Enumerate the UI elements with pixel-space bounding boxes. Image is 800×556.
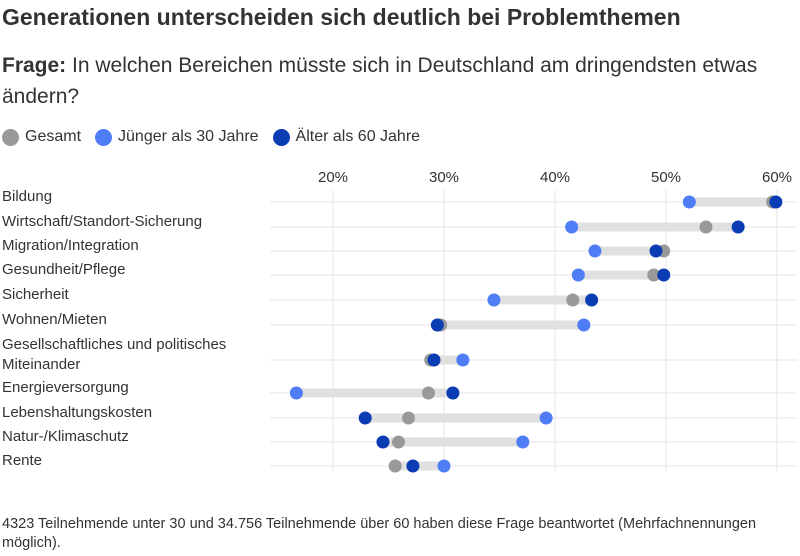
dot-young (577, 318, 591, 332)
category-label: Rente (2, 452, 42, 469)
dot-young (289, 386, 303, 400)
legend-item-gesamt: Gesamt (2, 128, 81, 146)
legend-label-gesamt: Gesamt (25, 128, 82, 145)
dot-young (516, 435, 530, 449)
dot-old (406, 459, 420, 473)
dot-old (769, 195, 783, 209)
category-label: Wirtschaft/Standort-Sicherung (2, 213, 202, 230)
legend-dot-old (272, 128, 290, 146)
dot-young (456, 353, 470, 367)
dot-young (565, 220, 579, 234)
category-label: Natur-/Klimaschutz (2, 428, 129, 445)
category-label: Gesellschaftliches und politisches Mitein… (2, 336, 226, 373)
range-bar (493, 295, 592, 305)
range-bar (382, 437, 523, 447)
range-bar (571, 222, 739, 232)
dot-young (571, 268, 585, 282)
dot-gesamt (566, 293, 580, 307)
legend-dot-young (95, 128, 113, 146)
category-label: Gesundheit/Pflege (2, 261, 125, 278)
dot-old (376, 435, 390, 449)
category-label: Energieversorgung (2, 379, 129, 396)
dot-young (682, 195, 696, 209)
x-tick-label: 50% (651, 169, 681, 186)
dot-old (427, 353, 441, 367)
range-bar (430, 355, 463, 365)
dot-plot: 20% 30% 40% 50% 60% Bildung Wirtschaft/Standor… (2, 169, 797, 473)
dot-old (430, 318, 444, 332)
dot-young (487, 293, 501, 307)
x-tick-label: 40% (540, 169, 570, 186)
question-prefix: Frage: (2, 54, 67, 77)
legend: Gesamt Jünger als 30 Jahre Älter als 60 … (2, 128, 434, 146)
legend-label-young: Jünger als 30 Jahre (118, 128, 259, 145)
dot-young (437, 459, 451, 473)
dot-old (446, 386, 460, 400)
range-bar (395, 461, 444, 471)
range-bar (437, 320, 584, 330)
category-label: Bildung (2, 188, 52, 205)
dot-gesamt (647, 268, 661, 282)
x-tick-label: 30% (429, 169, 459, 186)
x-tick-label: 20% (318, 169, 348, 186)
x-tick-label: 60% (762, 169, 792, 186)
dot-old (649, 244, 663, 258)
category-label: Migration/Integration (2, 237, 139, 254)
range-bar (365, 413, 547, 423)
dot-young (539, 411, 553, 425)
question-body: In welchen Bereichen müsste sich in Deut… (2, 54, 758, 108)
dot-gesamt (388, 459, 402, 473)
dot-young (588, 244, 602, 258)
range-bar (689, 197, 776, 207)
legend-dot-gesamt (2, 128, 19, 146)
footnote: 4323 Teilnehmende unter 30 und 34.756 Te… (2, 516, 757, 551)
legend-label-old: Älter als 60 Jahre (295, 128, 421, 145)
legend-item-old: Älter als 60 Jahre (272, 128, 421, 146)
range-bar (296, 388, 453, 398)
chart-title: Generationen unterscheiden sich deutlich… (2, 4, 681, 30)
legend-item-young: Jünger als 30 Jahre (95, 128, 259, 146)
dot-gesamt (391, 435, 405, 449)
dot-gesamt (401, 411, 415, 425)
dot-gesamt (421, 386, 435, 400)
question-text: Frage: In welchen Bereichen müsste sich … (2, 50, 792, 112)
category-label: Lebenshaltungskosten (2, 404, 152, 421)
dot-old (657, 268, 671, 282)
category-label: Sicherheit (2, 286, 70, 303)
dot-old (358, 411, 372, 425)
category-label: Wohnen/Mieten (2, 311, 107, 328)
dot-old (731, 220, 745, 234)
range-bar (594, 246, 664, 256)
range-bar (578, 270, 664, 280)
dot-old (585, 293, 599, 307)
dot-gesamt (699, 220, 713, 234)
